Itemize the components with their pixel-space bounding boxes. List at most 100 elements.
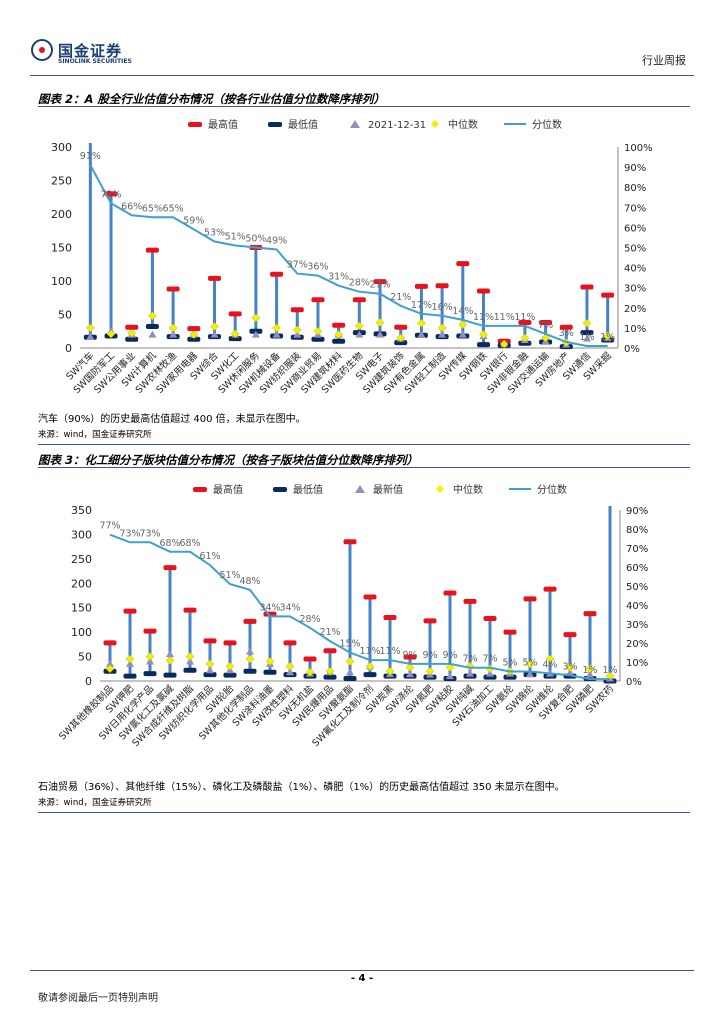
- fig3-max-marker: [183, 607, 197, 613]
- fig3-y-right-tick: 60%: [626, 563, 648, 574]
- fig3-latest-marker: [566, 668, 574, 676]
- fig3-y-left-tick: 50: [78, 651, 92, 664]
- fig3-percentile-label: 48%: [239, 576, 260, 587]
- fig2-percentile-label: 31%: [328, 272, 349, 283]
- fig2-min-marker: [125, 336, 139, 342]
- fig3-latest-marker: [286, 668, 294, 676]
- fig3-max-marker: [203, 638, 217, 644]
- fig3-median-marker: [165, 656, 175, 665]
- figure-3-source: 来源：wind，国金证券研究所: [38, 798, 152, 808]
- fig3-max-marker: [483, 615, 497, 621]
- fig3-latest-marker: [406, 670, 414, 678]
- fig3-median-marker: [265, 657, 275, 666]
- fig2-latest-marker: [169, 330, 178, 338]
- fig3-legend-min-marker: [273, 487, 287, 492]
- fig3-y-right-tick: 20%: [626, 639, 648, 650]
- fig3-percentile-label: 73%: [139, 528, 160, 539]
- fig2-percentile-label: 37%: [287, 260, 308, 271]
- fig2-median-marker: [479, 330, 488, 339]
- fig3-min-marker: [163, 672, 177, 678]
- fig2-percentile-label: 72%: [100, 189, 121, 200]
- fig2-percentile-label: 27%: [369, 280, 390, 291]
- fig2-latest-marker: [458, 330, 467, 338]
- figure-3-source-divider: [38, 812, 690, 813]
- fig3-percentile-label: 9%: [442, 650, 457, 661]
- fig3-max-marker: [243, 618, 257, 624]
- fig2-median-marker: [541, 333, 550, 343]
- fig3-median-marker: [545, 654, 555, 664]
- figure-3-chart: 最高值 最低值 最新值 中位数 分位数 0 50 100 150 200 250 300 350 0% 10…: [56, 483, 648, 749]
- fig2-percentile-label: 28%: [349, 278, 370, 289]
- fig2-latest-marker: [582, 334, 591, 342]
- fig3-median-marker: [105, 664, 115, 674]
- fig2-y-right-tick: 90%: [624, 163, 646, 174]
- fig3-percentile-label: 34%: [279, 602, 300, 613]
- fig3-percentile-label: 11%: [379, 646, 400, 657]
- fig2-percentile-label: 91%: [80, 151, 101, 162]
- fig3-y-right-tick: 30%: [626, 620, 648, 631]
- fig2-max-marker: [373, 279, 387, 285]
- fig3-percentile-label: 7%: [482, 654, 497, 665]
- fig3-percentile-label: 28%: [299, 614, 320, 625]
- fig2-max-marker: [601, 292, 615, 298]
- fig2-y-right-tick: 80%: [624, 183, 646, 194]
- footer-disclaimer: 敬请参阅最后一页特别声明: [38, 993, 158, 1004]
- fig3-min-marker: [143, 671, 157, 677]
- fig2-max-marker: [166, 286, 180, 292]
- page-number: - 4 -: [350, 973, 374, 984]
- fig2-median-marker: [210, 322, 219, 331]
- fig3-max-marker: [383, 614, 397, 620]
- fig2-percentile-label: 59%: [183, 215, 204, 226]
- fig3-latest-marker: [146, 657, 154, 665]
- fig2-y-right-tick: 20%: [624, 304, 646, 315]
- fig2-percentile-line: [89, 164, 608, 347]
- figure-2-chart: 最高值 最低值 2021-12-31 中位数 分位数 0 50 100 150 200 250 300…: [51, 118, 653, 396]
- figure-2-note: 汽车（90%）的历史最高估值超过 400 倍，未显示在图中。: [38, 414, 306, 425]
- fig3-latest-marker: [446, 672, 454, 680]
- fig3-percentile-label: 73%: [119, 528, 140, 539]
- fig2-max-marker: [477, 288, 490, 294]
- fig2-y-left-tick: 150: [51, 242, 72, 255]
- fig2-percentile-label: 50%: [245, 234, 266, 245]
- fig3-percentile-label: 9%: [402, 650, 417, 661]
- fig2-min-marker: [311, 336, 325, 342]
- fig3-legend-label: 中位数: [453, 483, 483, 496]
- fig2-percentile-label: 49%: [266, 236, 287, 247]
- fig3-min-marker: [123, 673, 137, 679]
- report-type: 行业周报: [642, 54, 686, 67]
- fig2-y-left-tick: 300: [51, 141, 72, 154]
- fig2-median-marker: [437, 323, 447, 333]
- fig2-percentile-label: 11%: [514, 312, 535, 323]
- fig3-latest-marker: [586, 670, 594, 678]
- fig3-median-marker: [285, 661, 295, 671]
- fig2-latest-marker: [438, 330, 447, 338]
- fig2-max-marker: [394, 324, 408, 330]
- fig3-legend-latest-marker: [355, 485, 365, 493]
- fig2-median-marker: [272, 323, 281, 333]
- fig3-percentile-line: [109, 533, 610, 681]
- fig3-y-left-tick: 300: [71, 528, 92, 541]
- fig3-median-marker: [405, 662, 415, 672]
- fig3-median-marker: [365, 661, 375, 671]
- fig3-legend-median-marker: [436, 485, 444, 493]
- fig2-percentile-label: 21%: [390, 292, 411, 303]
- fig3-max-marker: [463, 598, 477, 604]
- fig3-y-right-tick: 90%: [626, 506, 648, 517]
- fig2-legend-label: 分位数: [532, 118, 562, 131]
- fig3-percentile-label: 5%: [502, 658, 517, 669]
- fig2-legend-min-marker: [268, 122, 282, 127]
- fig3-max-marker: [223, 640, 237, 646]
- fig2-median-marker: [499, 339, 509, 349]
- fig3-percentile-label: 5%: [522, 658, 537, 669]
- fig2-percentile-label: 66%: [121, 201, 142, 212]
- fig2-latest-marker: [272, 330, 281, 338]
- fig3-max-marker: [563, 632, 577, 638]
- fig3-max-marker: [443, 590, 457, 596]
- fig2-y-right-tick: 70%: [624, 203, 646, 214]
- fig3-median-marker: [565, 662, 575, 672]
- fig2-min-marker: [477, 342, 490, 348]
- fig3-y-left-tick: 350: [71, 504, 92, 517]
- fig2-max-marker: [104, 191, 118, 197]
- fig2-max-marker: [270, 271, 284, 277]
- fig3-median-marker: [325, 666, 335, 676]
